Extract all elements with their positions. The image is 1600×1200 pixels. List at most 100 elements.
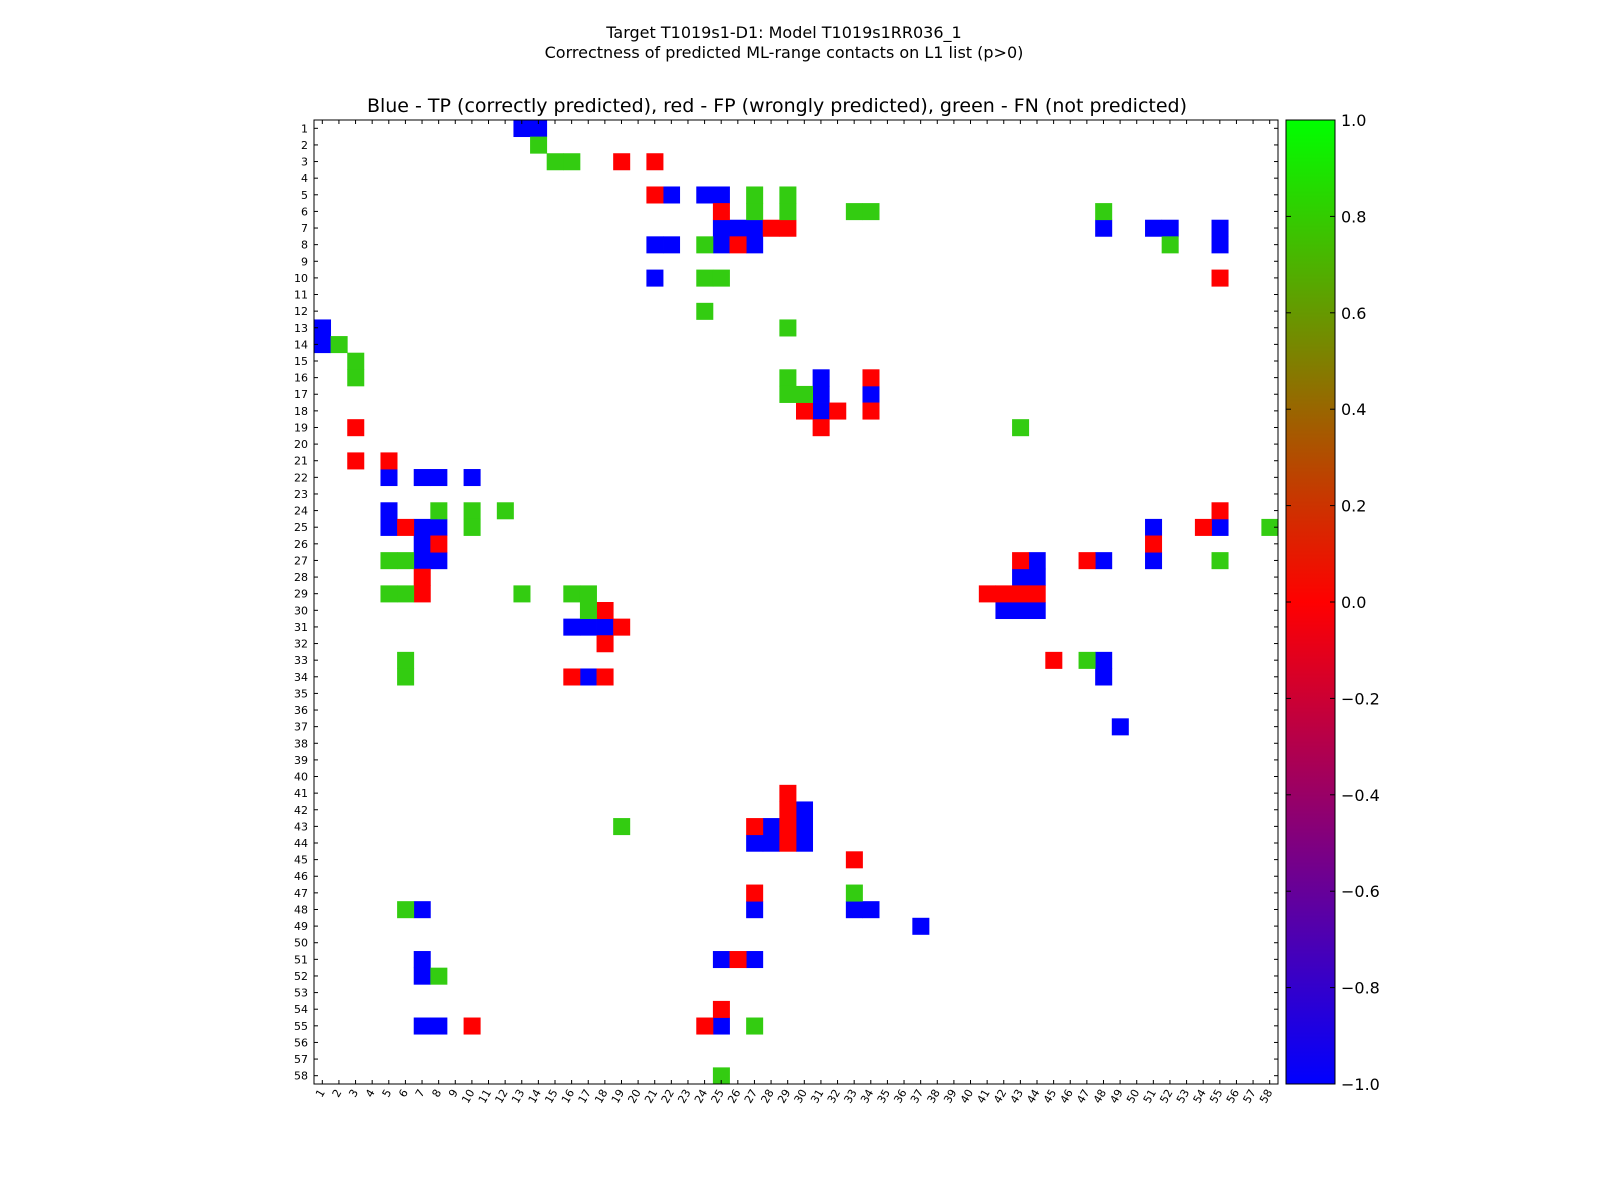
x-tick-label: 54 [1191, 1087, 1209, 1106]
contact-cell-fn [380, 585, 398, 603]
y-tick-label: 21 [294, 455, 308, 468]
y-tick-label: 55 [294, 1020, 308, 1033]
y-tick-label: 5 [301, 189, 308, 202]
y-tick-label: 23 [294, 488, 308, 501]
x-tick-label: 56 [1224, 1087, 1242, 1106]
contact-cell-tp [579, 618, 597, 636]
y-tick-label: 49 [294, 920, 308, 933]
contact-cell-tp [596, 618, 614, 636]
y-tick-label: 27 [294, 554, 308, 567]
contact-cell-fp [596, 635, 614, 653]
contact-cell-tp [812, 369, 830, 387]
y-tick-label: 30 [294, 604, 308, 617]
y-tick-label: 50 [294, 937, 308, 950]
contact-cell-tp [430, 552, 448, 570]
contact-cell-fn [862, 203, 880, 221]
y-tick-label: 39 [294, 754, 308, 767]
contact-cell-fp [845, 851, 863, 869]
x-tick-label: 16 [559, 1087, 577, 1106]
y-tick-label: 36 [294, 704, 308, 717]
contact-cell-fp [1045, 651, 1063, 669]
contact-cell-fp [646, 153, 664, 171]
x-tick-label: 28 [758, 1087, 776, 1106]
contact-cell-tp [1012, 568, 1030, 586]
plot-background [314, 120, 1278, 1084]
contact-cell-fn [845, 884, 863, 902]
contact-cell-tp [430, 469, 448, 487]
contact-cell-fn [1261, 518, 1279, 536]
contact-cell-tp [430, 518, 448, 536]
contact-cell-fn [397, 668, 415, 686]
x-tick-label: 42 [991, 1087, 1009, 1106]
y-tick-label: 58 [294, 1070, 308, 1083]
contact-cell-fp [779, 834, 797, 852]
contact-cell-fn [1161, 236, 1179, 254]
y-tick-label: 13 [294, 322, 308, 335]
contact-cell-fp [712, 1000, 730, 1018]
chart-title: Blue - TP (correctly predicted), red - F… [367, 95, 1187, 117]
contact-cell-fn [1012, 419, 1030, 437]
y-tick-label: 40 [294, 771, 308, 784]
contact-cell-fp [712, 203, 730, 221]
contact-cell-fn [696, 302, 714, 320]
contact-cell-fn [1095, 203, 1113, 221]
x-tick-label: 2 [330, 1087, 345, 1100]
contact-cell-fp [779, 801, 797, 819]
figure-suptitle-line1: Target T1019s1-D1: Model T1019s1RR036_1 [605, 23, 961, 43]
contact-cell-fp [613, 153, 631, 171]
contact-cell-tp [413, 951, 431, 969]
contact-cell-tp [746, 901, 764, 919]
colorbar-ticks: −1.0 −0.8 −0.6 −0.4 −0.2 0.0 0.2 0.4 0.6 0.8 1.0 [1286, 111, 1380, 1094]
y-tick-label: 1 [301, 122, 308, 135]
x-tick-label: 14 [526, 1087, 544, 1106]
x-tick-label: 18 [592, 1087, 610, 1106]
contact-cell-fp [746, 818, 764, 836]
colorbar-tick-label: −0.8 [1341, 979, 1380, 998]
contact-cell-fp [463, 1017, 481, 1035]
y-tick-label: 19 [294, 421, 308, 434]
y-tick-label: 15 [294, 355, 308, 368]
y-tick-label: 37 [294, 721, 308, 734]
contact-cell-tp [812, 402, 830, 420]
contact-cell-tp [762, 834, 780, 852]
y-tick-label: 6 [301, 205, 308, 218]
y-tick-label: 57 [294, 1053, 308, 1066]
colorbar-tick-label: 0.8 [1341, 207, 1366, 226]
contact-cell-fp [1078, 552, 1096, 570]
contact-cell-tp [1145, 518, 1163, 536]
contact-cell-tp [513, 120, 531, 138]
contact-cell-fp [430, 535, 448, 553]
x-tick-label: 30 [792, 1087, 810, 1106]
contact-cell-fp [829, 402, 847, 420]
contact-cell-tp [579, 668, 597, 686]
contact-cell-fp [596, 602, 614, 620]
x-tick-label: 11 [476, 1087, 494, 1106]
y-axis-tick-labels: 1234567891011121314151617181920212223242… [294, 122, 308, 1082]
contact-cell-tp [663, 186, 681, 204]
x-tick-label: 20 [625, 1087, 643, 1106]
contact-cell-tp [413, 535, 431, 553]
contact-cell-tp [663, 236, 681, 254]
contact-cell-fp [995, 585, 1013, 603]
contact-cell-fn [712, 1067, 730, 1085]
contact-cell-fp [563, 668, 581, 686]
contact-cell-tp [862, 901, 880, 919]
contact-cell-fn [746, 186, 764, 204]
contact-cell-fp [779, 219, 797, 237]
y-tick-label: 48 [294, 903, 308, 916]
contact-cell-fn [1078, 651, 1096, 669]
contact-cell-fp [862, 402, 880, 420]
contact-cell-fn [746, 203, 764, 221]
contact-cell-fn [530, 136, 548, 154]
contact-cell-fp [746, 884, 764, 902]
x-tick-label: 38 [925, 1087, 943, 1106]
contact-cell-fn [696, 236, 714, 254]
y-tick-label: 25 [294, 521, 308, 534]
contact-cell-tp [696, 186, 714, 204]
contact-cell-tp [646, 269, 664, 287]
y-tick-label: 32 [294, 638, 308, 651]
contact-cell-tp [1145, 552, 1163, 570]
contact-cell-fn [463, 518, 481, 536]
contact-cell-tp [712, 219, 730, 237]
y-tick-label: 43 [294, 820, 308, 833]
